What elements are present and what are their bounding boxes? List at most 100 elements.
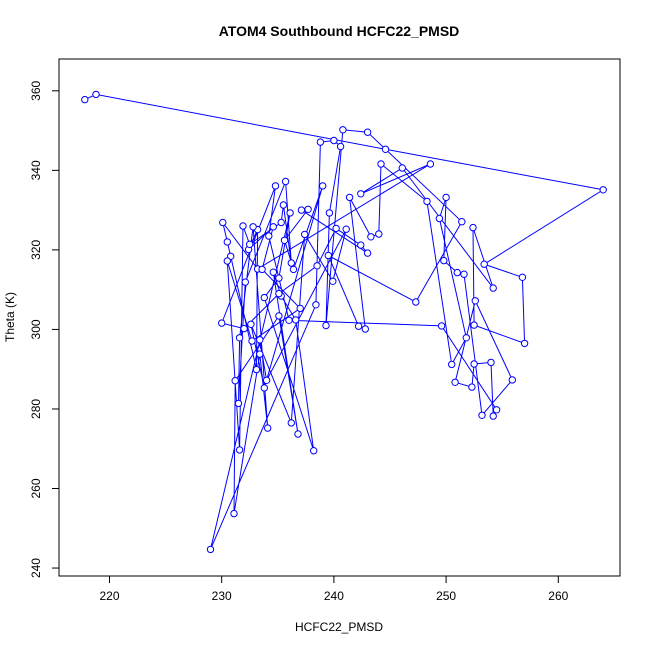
- data-point: [462, 334, 470, 342]
- data-point: [451, 378, 459, 386]
- data-point: [342, 225, 350, 233]
- data-point: [241, 278, 250, 286]
- data-point: [231, 377, 239, 385]
- x-axis-label: HCFC22_PMSD: [295, 620, 383, 634]
- data-point: [329, 277, 337, 285]
- data-point: [260, 293, 268, 302]
- data-point: [296, 304, 304, 313]
- data-point: [324, 251, 332, 260]
- data-point: [435, 214, 444, 223]
- x-tick-label: 230: [212, 589, 232, 603]
- y-tick-label: 360: [29, 80, 43, 100]
- data-point: [223, 238, 232, 246]
- data-point: [332, 224, 340, 233]
- data-point: [256, 350, 264, 358]
- data-point: [319, 182, 327, 190]
- y-tick-label: 320: [29, 240, 43, 260]
- data-point: [489, 412, 497, 420]
- y-tick-label: 300: [29, 319, 43, 339]
- x-tick-label: 240: [324, 589, 344, 603]
- data-point: [336, 142, 345, 151]
- data-point: [264, 424, 272, 432]
- data-point: [325, 209, 334, 217]
- data-point: [339, 126, 347, 134]
- data-point: [310, 447, 318, 455]
- data-point: [279, 201, 288, 209]
- data-point: [269, 223, 277, 231]
- data-point: [458, 218, 466, 226]
- data-point: [292, 316, 300, 324]
- x-tick-label: 260: [548, 589, 568, 603]
- data-point: [448, 360, 456, 369]
- data-point: [230, 509, 238, 518]
- data-point: [218, 319, 226, 327]
- data-point: [363, 128, 372, 136]
- data-point: [239, 222, 247, 230]
- data-point: [262, 376, 271, 384]
- data-point: [252, 365, 261, 374]
- data-point: [312, 301, 320, 309]
- data-point: [81, 95, 89, 104]
- y-tick-label: 340: [29, 160, 43, 180]
- data-point: [219, 218, 227, 227]
- data-point: [398, 164, 406, 172]
- data-point: [345, 193, 354, 202]
- data-point: [301, 230, 309, 239]
- data-point: [285, 316, 293, 324]
- y-axis-label: Theta (K): [3, 292, 17, 342]
- data-point: [426, 160, 435, 168]
- data-point: [478, 411, 486, 419]
- series-line: [84, 93, 605, 550]
- data-point: [363, 249, 372, 257]
- chart-title: ATOM4 Southbound HCFC22_PMSD: [219, 23, 460, 39]
- data-point: [518, 273, 527, 281]
- data-point: [258, 265, 266, 274]
- data-point: [269, 268, 277, 276]
- data-series: [81, 90, 607, 554]
- data-point: [361, 325, 369, 333]
- data-point: [442, 193, 450, 202]
- data-point: [322, 321, 330, 330]
- data-point: [92, 90, 100, 99]
- plot-frame: [58, 58, 621, 577]
- data-point: [287, 419, 295, 427]
- data-point: [508, 376, 516, 384]
- data-point: [275, 312, 283, 320]
- data-point: [313, 262, 321, 270]
- data-point: [240, 324, 248, 333]
- data-point: [468, 383, 476, 391]
- data-point: [377, 160, 385, 168]
- data-point: [247, 320, 255, 328]
- y-tick-label: 280: [29, 399, 43, 419]
- data-point: [440, 256, 448, 265]
- data-point: [271, 182, 280, 190]
- y-axis: 240 260 280 300 320 340 360: [29, 80, 59, 578]
- data-point: [599, 186, 607, 194]
- data-point: [480, 260, 488, 268]
- data-point: [381, 145, 390, 154]
- data-point: [367, 233, 375, 241]
- data-point: [489, 284, 497, 292]
- data-point: [275, 274, 283, 282]
- data-point: [470, 321, 478, 329]
- data-point: [223, 257, 232, 265]
- data-point: [316, 138, 325, 146]
- data-point: [297, 206, 306, 214]
- data-point: [294, 430, 302, 438]
- data-point: [412, 298, 420, 306]
- data-point: [256, 336, 264, 344]
- data-point: [423, 197, 431, 206]
- data-point: [246, 240, 254, 249]
- data-point: [354, 322, 363, 330]
- data-point: [289, 265, 298, 274]
- x-axis: 220 230 240 250 260: [99, 576, 569, 603]
- data-point: [520, 339, 529, 348]
- data-point: [277, 218, 285, 227]
- data-point: [437, 322, 446, 330]
- data-point: [235, 334, 244, 342]
- data-point: [287, 259, 295, 267]
- y-tick-label: 240: [29, 558, 43, 578]
- data-point: [234, 399, 243, 408]
- data-point: [470, 360, 478, 368]
